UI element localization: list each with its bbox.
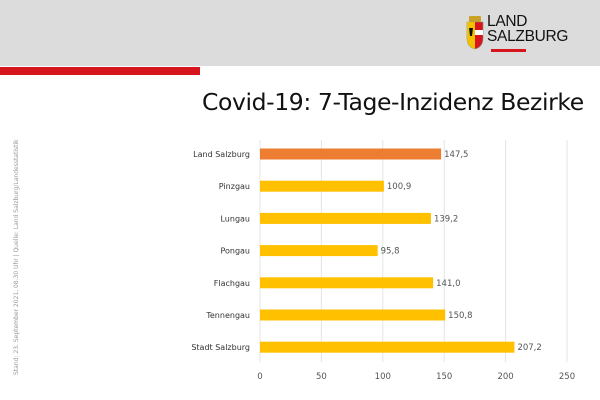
logo-underline xyxy=(491,49,526,52)
bar-pinzgau xyxy=(260,180,384,192)
category-label: Land Salzburg xyxy=(193,150,250,159)
value-label: 100,9 xyxy=(387,182,411,192)
value-label: 139,2 xyxy=(434,214,458,224)
accent-red-bar xyxy=(0,67,200,75)
logo-line1: LAND xyxy=(487,13,528,30)
bar-stadt-salzburg xyxy=(260,341,515,353)
bar-tennengau xyxy=(260,309,446,321)
x-tick-label: 250 xyxy=(559,372,575,382)
x-tick-label: 200 xyxy=(497,372,513,382)
x-tick-label: 150 xyxy=(436,372,452,382)
bar-land-salzburg xyxy=(260,148,442,160)
category-label: Pinzgau xyxy=(219,182,250,191)
logo-line2: SALZBURG xyxy=(487,28,569,45)
value-label: 150,8 xyxy=(448,311,472,321)
land-salzburg-logo: LAND SALZBURG xyxy=(466,14,576,54)
category-label: Pongau xyxy=(220,247,250,256)
x-tick-label: 50 xyxy=(316,372,327,382)
coat-of-arms-icon xyxy=(466,16,484,50)
category-label: Stadt Salzburg xyxy=(191,343,250,352)
category-label: Tennengau xyxy=(205,311,250,320)
value-label: 207,2 xyxy=(517,343,541,353)
bar-flachgau xyxy=(260,277,434,289)
x-tick-label: 0 xyxy=(257,372,262,382)
value-label: 147,5 xyxy=(444,150,468,160)
bar-lungau xyxy=(260,212,431,224)
bar-pongau xyxy=(260,245,378,257)
value-label: 95,8 xyxy=(381,247,400,257)
value-label: 141,0 xyxy=(436,279,460,289)
chart-title: Covid-19: 7-Tage-Inzidenz Bezirke xyxy=(202,88,584,116)
x-tick-label: 100 xyxy=(375,372,391,382)
category-label: Flachgau xyxy=(214,279,250,288)
category-label: Lungau xyxy=(220,214,250,223)
header-band xyxy=(0,0,600,66)
